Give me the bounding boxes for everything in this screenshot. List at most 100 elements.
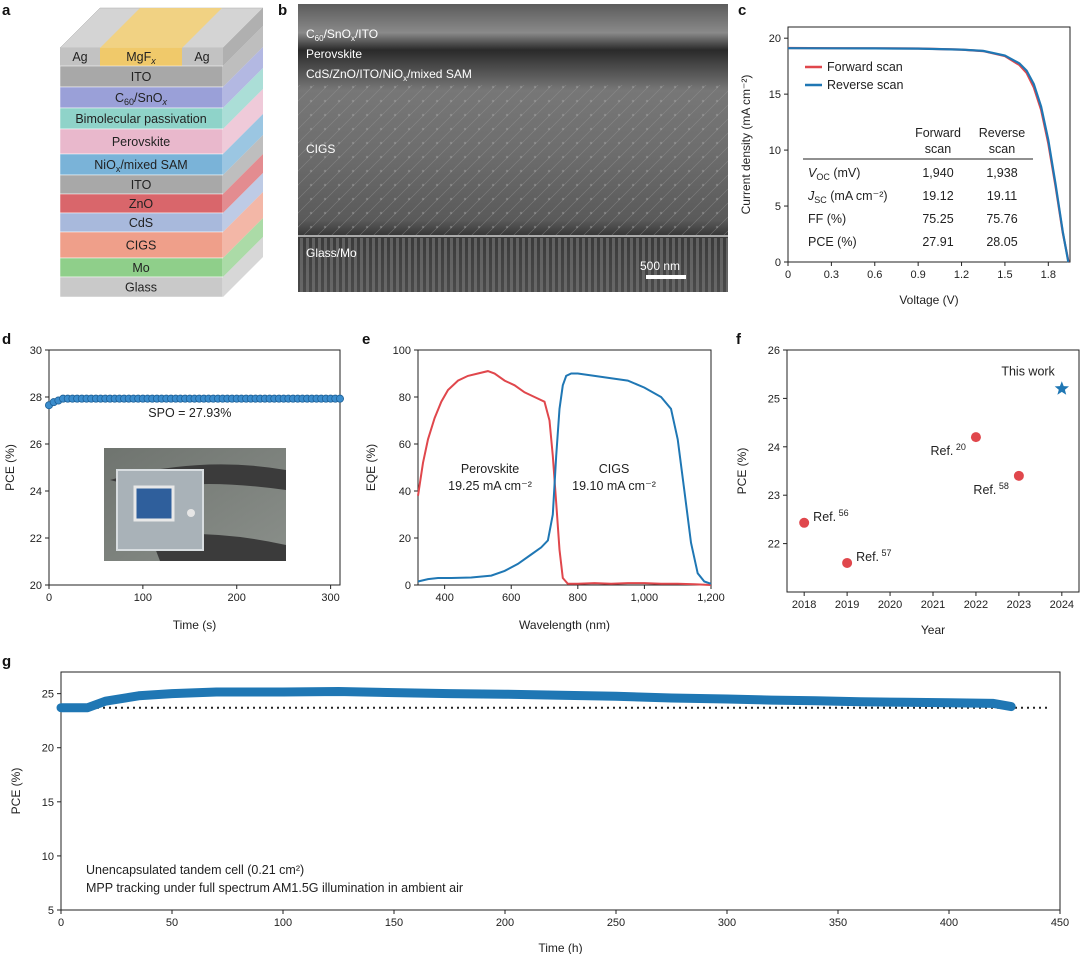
x-tick-label: 200 (228, 592, 246, 604)
sem-label-glass-mo: Glass/Mo (306, 246, 357, 260)
legend-label-0: Forward scan (827, 60, 903, 74)
plot-frame (787, 26, 1071, 263)
table-row-label: FF (%) (808, 212, 846, 226)
plot-frame (60, 671, 1061, 911)
stack-layer-side-1 (223, 47, 263, 108)
layer-label-ag-right: Ag (194, 50, 209, 64)
sem-label-top: C60/SnOx/ITO (306, 27, 378, 43)
point-label-this-work: This work (1001, 365, 1055, 379)
y-tick-label: 24 (768, 442, 780, 454)
panel-label-a: a (2, 2, 11, 19)
y-tick-label: 0 (775, 257, 781, 269)
sem-scale-bar (646, 275, 686, 279)
x-tick-label: 1.2 (954, 269, 969, 281)
y-axis-label: PCE (%) (735, 448, 749, 495)
chart-spo: 0 100 200 300 20 22 24 26 28 30 Time (s) PCE (%) SPO… (3, 345, 344, 632)
table-cell-forward: 19.12 (922, 189, 953, 203)
sem-scale-bar-label: 500 nm (640, 259, 680, 273)
stack-top-side (223, 8, 263, 66)
eqe-label-cigs: CIGS (599, 462, 630, 476)
y-tick-label: 26 (30, 439, 42, 451)
x-axis-label: Time (h) (538, 941, 582, 954)
stack-layer-side-6 (223, 154, 263, 213)
panel-label-c: c (738, 2, 746, 19)
stack-layer-label-4: NiOx/mixed SAM (94, 158, 187, 174)
stack-layer-label-5: ITO (131, 178, 152, 192)
spo-annotation: SPO = 27.93% (148, 406, 231, 420)
stack-layer-label-8: CIGS (126, 239, 157, 253)
y-tick-label: 0 (405, 580, 411, 592)
y-tick-label: 80 (399, 392, 411, 404)
stack-layer-side-9 (223, 218, 263, 277)
sem-label-recombination: CdS/ZnO/ITO/NiOx/mixed SAM (306, 67, 472, 83)
plot-frame (417, 349, 712, 586)
y-tick-label: 20 (30, 580, 42, 592)
y-tick-label: 5 (775, 201, 781, 213)
x-tick-label: 250 (607, 917, 625, 929)
eqe-line-cigs (417, 372, 712, 585)
panel-label-e: e (362, 331, 370, 348)
chart-stability: 0 50 100 150 200 250 300 350 400 450 5 10 15 20 25 Time… (9, 671, 1069, 954)
stack-layer-side-0 (223, 26, 263, 87)
y-tick-label: 28 (30, 392, 42, 404)
stack-layer-side-2 (223, 68, 263, 129)
layer-label-ag-left: Ag (72, 50, 87, 64)
annotation-line-1: Unencapsulated tandem cell (0.21 cm²) (86, 863, 304, 877)
plot-frame (48, 349, 341, 586)
device-contact (187, 509, 195, 517)
x-tick-label: 50 (166, 917, 178, 929)
y-tick-label: 60 (399, 439, 411, 451)
x-tick-label: 1.5 (997, 269, 1012, 281)
x-axis-label: Time (s) (173, 618, 217, 632)
stack-layer-side-5 (223, 135, 263, 194)
annotation-line-2: MPP tracking under full spectrum AM1.5G … (86, 881, 463, 895)
sem-image: C60/SnOx/ITO Perovskite CdS/ZnO/ITO/NiOx… (298, 4, 728, 292)
y-axis-label: PCE (%) (3, 444, 17, 491)
x-tick-label: 300 (718, 917, 736, 929)
table-header-line1: Forward (915, 126, 961, 140)
y-tick-label: 20 (399, 533, 411, 545)
point-ref-56 (799, 517, 810, 528)
y-tick-label: 100 (393, 345, 411, 357)
device-stack-diagram: Ag MgFx Ag ITO C60/SnOx Bimolecular passiv… (59, 7, 264, 298)
stack-layer-side-7 (223, 173, 263, 232)
stack-layer-label-1: C60/SnOx (115, 91, 168, 107)
x-tick-label: 150 (385, 917, 403, 929)
sem-label-cigs: CIGS (306, 142, 335, 156)
x-tick-label: 0.3 (824, 269, 839, 281)
x-tick-label: 100 (274, 917, 292, 929)
table-header-line2: scan (989, 142, 1015, 156)
y-tick-label: 23 (768, 490, 780, 502)
y-tick-label: 20 (769, 33, 781, 45)
stack-layer-side-10 (223, 237, 263, 297)
table-cell-reverse: 75.76 (986, 212, 1017, 226)
table-cell-reverse: 19.11 (987, 189, 1017, 203)
y-tick-label: 22 (768, 539, 780, 551)
x-tick-label: 2021 (921, 599, 945, 611)
x-axis-label: Year (921, 623, 945, 637)
x-tick-label: 0.9 (911, 269, 926, 281)
layer-mgf (100, 48, 182, 66)
y-axis-label: PCE (%) (9, 768, 23, 815)
layer-label-mgf: MgFx (126, 50, 156, 66)
panel-label-b: b (278, 2, 287, 19)
y-tick-label: 15 (42, 797, 54, 809)
point-label-20: Ref. 20 (930, 442, 965, 458)
y-tick-label: 26 (768, 345, 780, 357)
point-ref-20 (970, 432, 981, 443)
stack-layer-side-8 (223, 192, 263, 258)
table-header-line1: Reverse (979, 126, 1026, 140)
stack-layer-side-4 (223, 114, 263, 175)
point-ref-58 (1013, 470, 1024, 481)
chart-pce-year: 2018 2019 2020 2021 2022 2023 2024 22 23 24 25 26 Ye… (735, 345, 1080, 637)
x-tick-label: 400 (435, 592, 453, 604)
stack-layer-label-3: Perovskite (112, 135, 170, 149)
panel-label-g: g (2, 653, 11, 670)
x-tick-label: 0.6 (867, 269, 882, 281)
stack-layer-side-3 (223, 89, 263, 154)
y-tick-label: 25 (42, 689, 54, 701)
y-tick-label: 24 (30, 486, 42, 498)
y-tick-label: 22 (30, 533, 42, 545)
stack-layer-label-10: Glass (125, 281, 157, 295)
x-tick-label: 100 (134, 592, 152, 604)
